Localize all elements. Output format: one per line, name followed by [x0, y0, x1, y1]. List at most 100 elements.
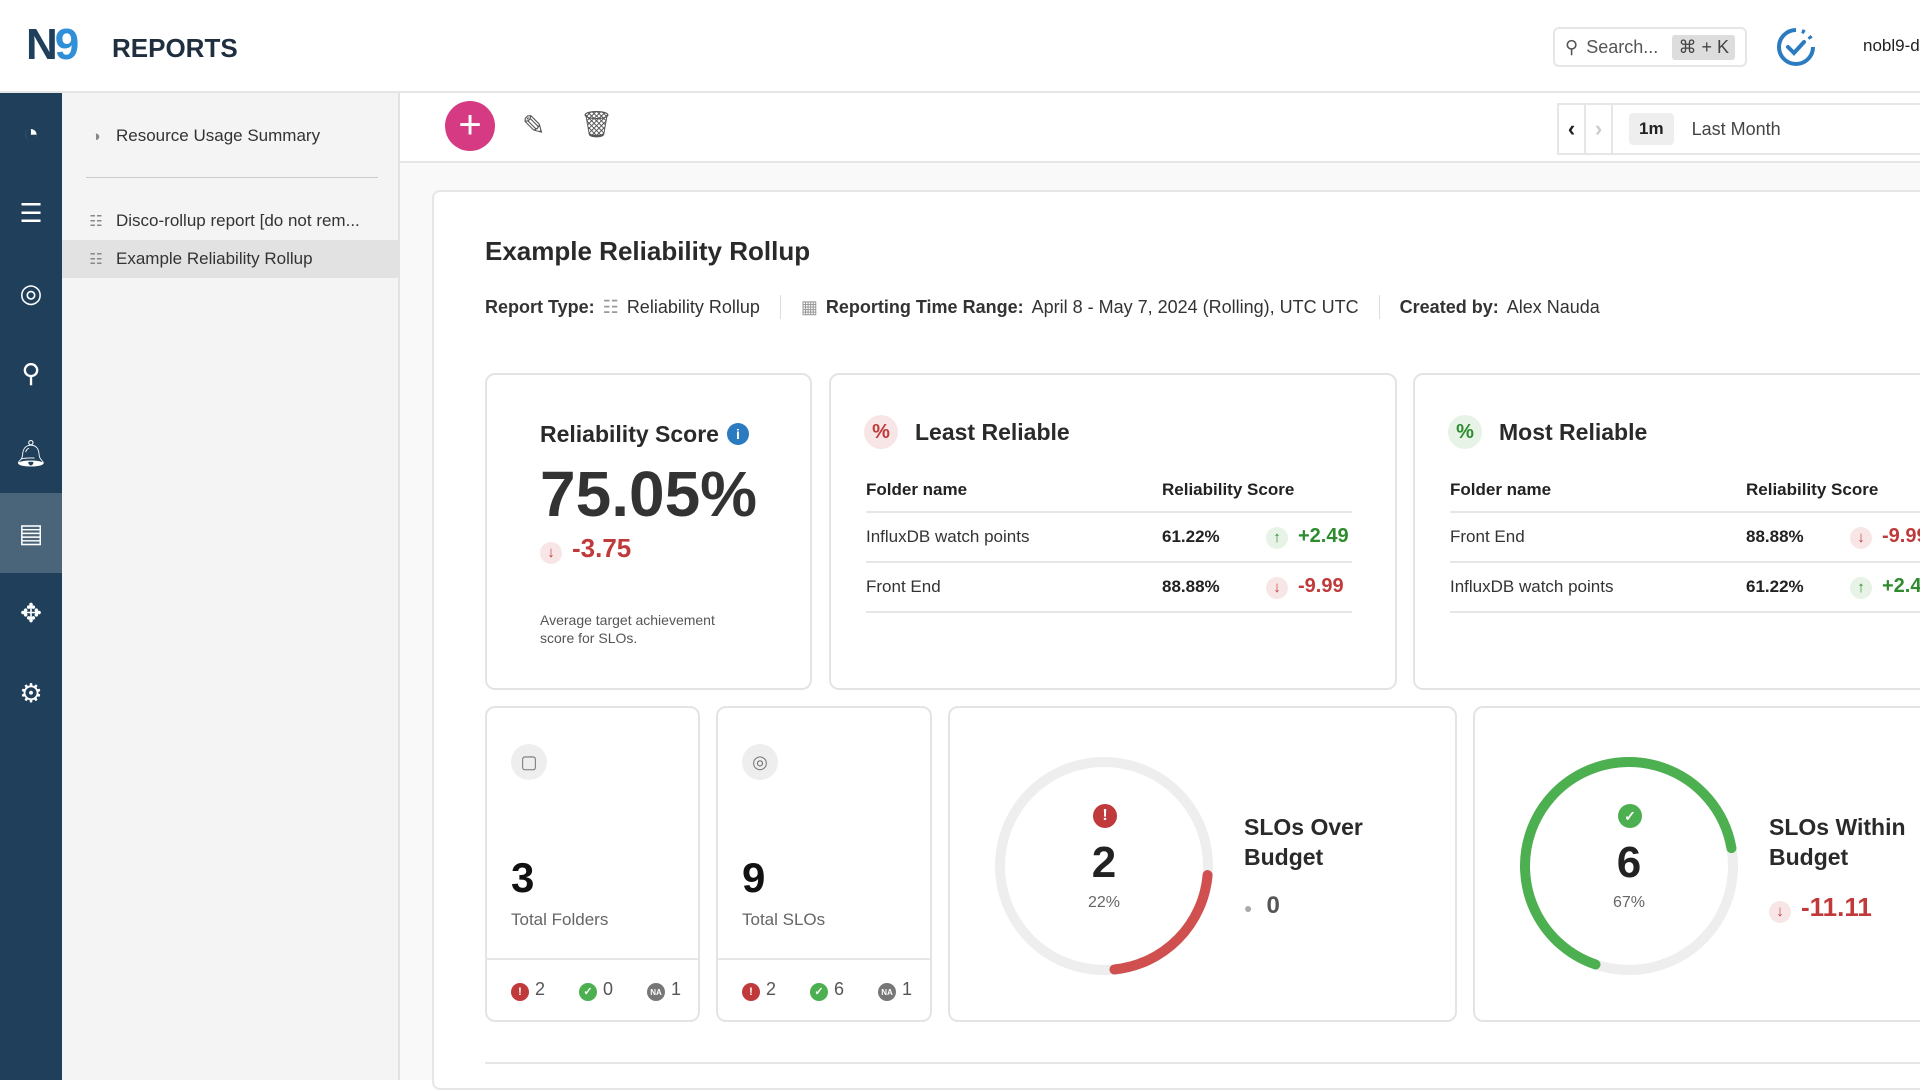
time-range-label: Reporting Time Range:: [825, 296, 1024, 317]
time-range-picker: ‹ › 1m Last Month: [1557, 103, 1920, 155]
prev-period-button[interactable]: ‹: [1559, 105, 1586, 153]
time-range-label[interactable]: Last Month: [1691, 118, 1781, 139]
query-search-icon[interactable]: ⚲: [21, 357, 41, 388]
score-note: Average target achievement score for SLO…: [540, 612, 715, 646]
top-header: N9 REPORTS ⚲ Search... ⌘ + K nobl9-d: [0, 0, 1920, 93]
reliability-score-value: 75.05%: [540, 458, 758, 530]
alert-bell-icon[interactable]: 🔔︎: [14, 437, 48, 468]
sidebar-item-label: Example Reliability Rollup: [116, 249, 313, 268]
within-budget-percent: 67%: [1612, 894, 1646, 911]
rollup-report-icon: ☷: [89, 251, 103, 268]
card-title: SLOs Over Budget: [1244, 814, 1363, 870]
sidebar-item-label: Disco-rollup report [do not rem...: [116, 211, 360, 230]
resource-icon: ◑: [91, 127, 101, 145]
total-folders-label: Total Folders: [511, 910, 609, 929]
rollup-report-icon: ☷: [89, 213, 103, 230]
time-range-chip[interactable]: 1m: [1629, 113, 1674, 145]
total-folders-value: 3: [511, 854, 535, 901]
percent-icon: %: [864, 415, 898, 449]
search-icon: ⚲: [1565, 36, 1579, 57]
dashboard-icon[interactable]: ◔: [23, 117, 39, 148]
column-header-score: Reliability Score: [1162, 480, 1295, 499]
folder-status-counts: ! 2 ✓ 0 NA 1: [487, 958, 698, 1020]
reports-icon[interactable]: ▤: [0, 493, 62, 573]
slo-target-icon: ◎: [742, 744, 778, 780]
info-icon[interactable]: i: [727, 423, 749, 445]
table-row[interactable]: InfluxDB watch points 61.22% ↑+2.49: [1450, 563, 1920, 613]
add-report-button[interactable]: +: [445, 101, 495, 151]
table-row[interactable]: InfluxDB watch points 61.22% ↑+2.49: [866, 513, 1352, 563]
card-title: Most Reliable: [1499, 419, 1648, 445]
sidebar-item-disco-rollup[interactable]: ☷ Disco-rollup report [do not rem...: [62, 202, 398, 240]
delete-trash-icon[interactable]: 🗑︎: [580, 109, 614, 139]
check-icon: ✓: [579, 982, 598, 1001]
arrow-down-icon: ↓: [1266, 577, 1288, 599]
over-budget-delta: ● 0: [1244, 892, 1280, 919]
service-catalog-icon[interactable]: ☰: [19, 197, 43, 228]
total-folders-card: ▢ 3 Total Folders ! 2 ✓ 0 NA 1: [485, 706, 700, 1022]
table-row[interactable]: Front End 88.88% ↓-9.99: [866, 563, 1352, 613]
over-budget-gauge: [995, 757, 1213, 975]
least-reliable-card: % Least Reliable Folder name Reliability…: [829, 373, 1397, 690]
over-budget-percent: 22%: [1087, 894, 1121, 911]
arrow-down-icon: ↓: [1769, 901, 1791, 923]
na-icon: NA: [878, 983, 897, 1002]
column-header-folder: Folder name: [1450, 480, 1552, 499]
reliability-score-card: Reliability Score i 75.05% ↓ -3.75 Averag…: [485, 373, 812, 690]
na-icon: NA: [647, 983, 666, 1002]
report-meta: Report Type: ☷ Reliability Rollup ▦ Repo…: [485, 295, 1600, 319]
slo-status-counts: ! 2 ✓ 6 NA 1: [718, 958, 930, 1020]
check-icon: ✓: [810, 982, 829, 1001]
search-input[interactable]: ⚲ Search... ⌘ + K: [1553, 27, 1747, 67]
card-title: SLOs Within Budget: [1769, 814, 1906, 870]
most-reliable-card: % Most Reliable Folder name Reliability …: [1413, 373, 1920, 690]
gauge-arc: [995, 757, 1213, 975]
user-menu[interactable]: nobl9-d: [1863, 36, 1920, 55]
total-slos-card: ◎ 9 Total SLOs ! 2 ✓ 6 NA 1: [716, 706, 932, 1022]
error-icon: !: [1093, 804, 1117, 828]
report-title: Example Reliability Rollup: [485, 236, 811, 266]
error-icon: !: [742, 983, 760, 1001]
next-period-button[interactable]: ›: [1586, 105, 1613, 153]
error-icon: !: [511, 983, 529, 1001]
neutral-dot-icon: ●: [1244, 900, 1253, 916]
arrow-down-icon: ↓: [540, 542, 562, 564]
card-title: Least Reliable: [915, 419, 1070, 445]
integrations-icon[interactable]: ✥: [20, 597, 42, 628]
slos-over-budget-card: ! 2 22% SLOs Over Budget ● 0: [948, 706, 1457, 1022]
sidebar-item-resource-usage[interactable]: ◑ Resource Usage Summary: [62, 117, 398, 155]
time-range-value: April 8 - May 7, 2024 (Rolling), UTC UTC: [1031, 296, 1359, 317]
arrow-up-icon: ↑: [1850, 577, 1872, 599]
sidebar-item-example-rollup[interactable]: ☷ Example Reliability Rollup: [62, 240, 398, 278]
within-budget-gauge: [1520, 757, 1738, 975]
rollup-icon: ☷: [602, 296, 619, 317]
search-shortcut: ⌘ + K: [1672, 34, 1735, 60]
slo-icon[interactable]: ◎: [19, 277, 43, 308]
within-budget-count: 6: [1616, 838, 1642, 887]
divider: [86, 177, 378, 178]
check-icon: ✓: [1618, 804, 1642, 828]
score-delta: ↓ -3.75: [540, 533, 631, 564]
created-by-value: Alex Nauda: [1506, 296, 1600, 317]
folder-icon: ▢: [511, 744, 547, 780]
total-slos-value: 9: [742, 854, 766, 901]
over-budget-count: 2: [1091, 838, 1117, 887]
toolbar: + ✎ 🗑︎ ‹ › 1m Last Month: [400, 93, 1920, 163]
table-row[interactable]: Front End 88.88% ↓-9.99: [1450, 513, 1920, 563]
nobl9-logo[interactable]: N9: [26, 20, 79, 69]
status-check-icon[interactable]: [1775, 26, 1817, 68]
total-slos-label: Total SLOs: [742, 910, 826, 929]
divider: [779, 295, 781, 319]
arrow-down-icon: ↓: [1850, 527, 1872, 549]
nav-rail: ◔ ☰ ◎ ⚲ 🔔︎ ▤ ✥ ⚙: [0, 93, 62, 1080]
edit-pencil-icon[interactable]: ✎: [522, 110, 546, 141]
percent-icon: %: [1448, 415, 1482, 449]
divider: [1378, 295, 1380, 319]
within-budget-delta: ↓ -11.11: [1769, 892, 1872, 923]
settings-gear-icon[interactable]: ⚙: [19, 677, 43, 708]
divider: [485, 1062, 1920, 1064]
report-type-label: Report Type:: [485, 296, 595, 317]
column-header-folder: Folder name: [866, 480, 968, 499]
gauge-arc: [1520, 757, 1738, 975]
search-placeholder: Search...: [1586, 36, 1659, 57]
